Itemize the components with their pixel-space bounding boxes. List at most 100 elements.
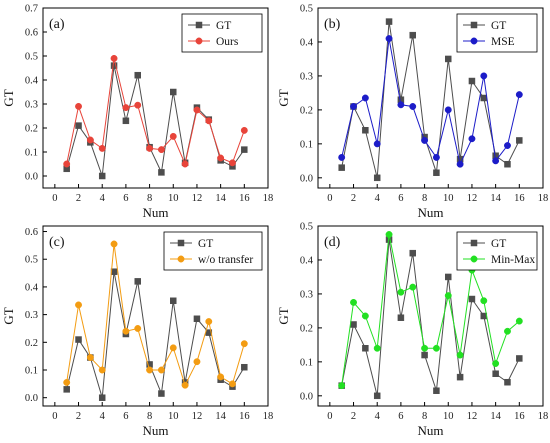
data-point bbox=[193, 106, 201, 114]
data-point bbox=[240, 340, 248, 348]
legend-entry: GT bbox=[491, 20, 506, 32]
data-point bbox=[170, 88, 177, 96]
data-point bbox=[110, 62, 118, 69]
data-point bbox=[421, 351, 428, 359]
data-point bbox=[421, 137, 429, 144]
x-tick-label: 12 bbox=[192, 411, 203, 422]
y-tick-label: 0.5 bbox=[25, 255, 38, 266]
data-point bbox=[385, 35, 393, 43]
x-tick-label: 14 bbox=[215, 193, 226, 204]
data-point bbox=[361, 94, 369, 102]
data-point bbox=[432, 344, 440, 352]
data-point bbox=[169, 344, 177, 352]
data-point bbox=[409, 283, 417, 291]
data-point bbox=[444, 292, 452, 300]
data-point bbox=[480, 297, 488, 305]
data-point bbox=[122, 117, 130, 125]
legend-swatch-marker bbox=[470, 239, 478, 247]
x-tick-label: 0 bbox=[327, 193, 332, 204]
y-tick-label: 0.2 bbox=[25, 338, 38, 349]
series-gt bbox=[63, 62, 248, 180]
y-axis-label: GT bbox=[276, 307, 291, 324]
y-tick-label: 0.0 bbox=[25, 172, 38, 183]
y-tick-label: 0.0 bbox=[300, 391, 313, 402]
y-axis-label: GT bbox=[1, 89, 16, 106]
x-axis-label: Num bbox=[418, 205, 444, 220]
data-point bbox=[75, 336, 82, 343]
legend: GT w/o transfer bbox=[163, 231, 263, 271]
x-tick-label: 8 bbox=[147, 193, 152, 204]
x-tick-label: 4 bbox=[375, 411, 381, 422]
series-line bbox=[341, 239, 520, 396]
legend-entry: Ours bbox=[216, 36, 239, 48]
series-line bbox=[66, 58, 245, 166]
y-tick-label: 0.3 bbox=[25, 310, 38, 321]
x-axis-label: Num bbox=[143, 205, 169, 220]
data-point bbox=[98, 366, 106, 374]
legend-box bbox=[456, 13, 538, 53]
data-point bbox=[515, 317, 523, 325]
legend-swatch-marker bbox=[195, 37, 203, 45]
x-tick-label: 6 bbox=[123, 411, 128, 422]
data-point bbox=[110, 240, 118, 248]
series-line bbox=[66, 243, 245, 387]
legend-entry: w/o transfer bbox=[198, 254, 253, 266]
series-ours bbox=[63, 54, 248, 168]
data-point bbox=[397, 288, 405, 296]
panel-label-b: (b) bbox=[324, 17, 341, 32]
x-tick-label: 10 bbox=[443, 411, 454, 422]
x-tick-label: 16 bbox=[514, 193, 525, 204]
data-point bbox=[492, 157, 500, 165]
data-point bbox=[134, 325, 142, 332]
data-point bbox=[456, 373, 464, 381]
x-tick-label: 18 bbox=[263, 411, 274, 422]
data-point bbox=[75, 102, 82, 110]
data-point bbox=[361, 312, 369, 320]
x-tick-label: 14 bbox=[490, 193, 501, 204]
data-point bbox=[169, 132, 177, 140]
legend-swatch-marker bbox=[195, 21, 203, 29]
data-point bbox=[504, 160, 511, 168]
x-tick-label: 12 bbox=[467, 193, 478, 204]
y-tick-label: 0.1 bbox=[25, 148, 38, 159]
legend-box bbox=[181, 13, 263, 53]
panel-d: 0 2 4 6 8 10 12 14 16 18 0.0 0.1 0.2 0.3 0.4 0.5 Num GT (d… bbox=[276, 222, 548, 439]
data-point bbox=[338, 153, 346, 161]
data-point bbox=[75, 301, 82, 309]
data-point bbox=[205, 117, 213, 125]
x-tick-label: 4 bbox=[100, 411, 106, 422]
panel-label-d: (d) bbox=[324, 235, 341, 250]
x-tick-label: 14 bbox=[490, 411, 501, 422]
data-point bbox=[157, 146, 165, 154]
y-tick-label: 0.6 bbox=[25, 28, 38, 39]
data-point bbox=[516, 137, 523, 144]
data-point bbox=[98, 144, 106, 152]
x-tick-label: 16 bbox=[239, 411, 250, 422]
x-tick-label: 8 bbox=[422, 193, 427, 204]
legend-entry: MSE bbox=[491, 36, 515, 48]
legend-swatch-marker bbox=[470, 255, 478, 263]
x-tick-label: 10 bbox=[443, 193, 454, 204]
data-point bbox=[433, 169, 440, 176]
data-point bbox=[421, 344, 429, 352]
y-tick-label: 0.1 bbox=[25, 366, 38, 377]
data-point bbox=[217, 154, 225, 162]
data-point bbox=[373, 344, 381, 352]
data-point bbox=[193, 358, 201, 366]
panel-label-c: (c) bbox=[49, 235, 65, 250]
data-point bbox=[86, 136, 94, 144]
data-point bbox=[63, 386, 70, 393]
series-mse bbox=[338, 35, 523, 168]
series-line bbox=[66, 271, 245, 398]
data-point bbox=[468, 295, 476, 303]
series-line bbox=[341, 234, 520, 386]
panel-label-a: (a) bbox=[49, 17, 65, 32]
data-point bbox=[338, 164, 345, 171]
data-point bbox=[445, 55, 452, 63]
data-point bbox=[217, 373, 225, 381]
data-point bbox=[516, 355, 523, 362]
series-min-max bbox=[338, 231, 523, 390]
series-w-o-transfer bbox=[63, 240, 248, 389]
data-point bbox=[468, 135, 476, 143]
